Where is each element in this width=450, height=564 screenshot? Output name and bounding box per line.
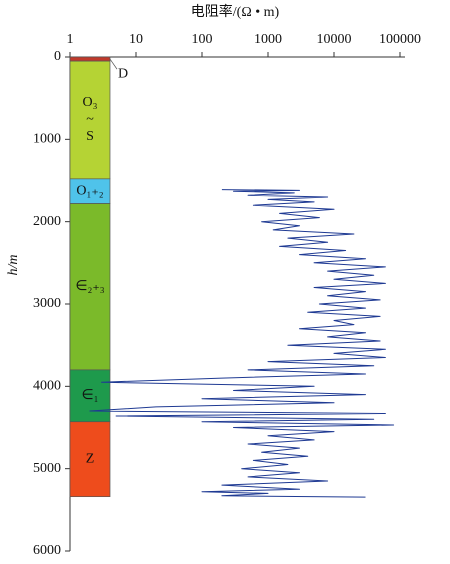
layer-label: ∈₂₊₃ <box>75 279 104 294</box>
layer <box>69 421 111 498</box>
chart-title: 电阻率/(Ω • m) <box>191 3 280 20</box>
layer-label: ~ <box>86 112 94 127</box>
y-tick-label: 4000 <box>33 379 61 394</box>
x-tick-label: 1000 <box>254 32 282 47</box>
layer <box>69 60 111 180</box>
y-tick-label: 3000 <box>33 296 61 311</box>
y-tick-label: 1000 <box>33 132 61 147</box>
layer <box>69 203 111 371</box>
layer-label: ∈₁ <box>81 388 98 403</box>
layer-label: D <box>118 66 128 81</box>
y-tick-label: 0 <box>54 49 61 64</box>
layer-label: O₁₊₂ <box>76 183 103 198</box>
x-tick-label: 1 <box>67 32 74 47</box>
x-tick-label: 10 <box>129 32 143 47</box>
y-tick-label: 6000 <box>33 543 61 558</box>
x-tick-label: 100000 <box>379 32 421 47</box>
layer-label: O₃ <box>83 95 98 110</box>
y-tick-label: 2000 <box>33 214 61 229</box>
x-tick-label: 100 <box>192 32 213 47</box>
x-tick-label: 10000 <box>317 32 352 47</box>
leader-line <box>109 58 118 70</box>
y-tick-label: 5000 <box>33 461 61 476</box>
layer <box>69 369 111 423</box>
layer-label: S <box>86 129 94 144</box>
layer <box>69 56 111 62</box>
resistivity-curve <box>89 189 395 498</box>
y-axis-title: h/m <box>6 255 21 276</box>
layer <box>69 178 111 204</box>
layer-label: Z <box>86 451 95 466</box>
